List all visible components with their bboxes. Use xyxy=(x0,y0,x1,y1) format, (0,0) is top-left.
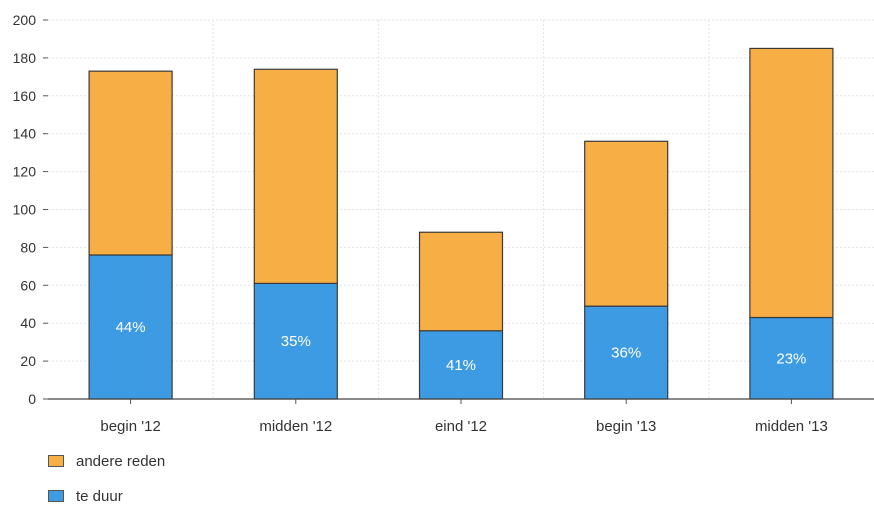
legend: andere reden te duur xyxy=(48,452,165,522)
legend-item-te-duur: te duur xyxy=(48,487,165,505)
bar-percent-label: 23% xyxy=(776,350,806,367)
bar-percent-label: 44% xyxy=(116,319,146,336)
y-tick-label: 160 xyxy=(13,88,37,104)
bar-te-duur-begin-13 xyxy=(584,305,669,400)
chart-svg: 44% 35% 41% 36% 23% 0 20 40 60 80 100 120 140 160 180… xyxy=(13,12,874,435)
bar-andere-reden-eind-12 xyxy=(418,231,504,332)
x-tick-label: midden '13 xyxy=(755,418,828,435)
bar-percent-label: 41% xyxy=(446,357,476,374)
x-tick-label: midden '12 xyxy=(259,418,332,435)
y-tick-label: 120 xyxy=(13,164,37,180)
x-tick-label: begin '12 xyxy=(100,418,160,435)
legend-swatch-te-duur xyxy=(48,490,64,502)
x-tick-label: begin '13 xyxy=(596,418,656,435)
legend-item-andere-reden: andere reden xyxy=(48,452,165,470)
y-tick-label: 0 xyxy=(28,391,36,407)
bar-percent-label: 36% xyxy=(611,345,641,362)
legend-label-te-duur: te duur xyxy=(76,487,123,505)
grid xyxy=(48,19,874,399)
axes: 0 20 40 60 80 100 120 140 160 180 200 begin '12 midd… xyxy=(13,12,874,435)
bar-te-duur-midden-12 xyxy=(253,282,338,400)
chart: 44% 35% 41% 36% 23% 0 20 40 60 80 100 120 140 160 180… xyxy=(13,12,874,435)
bar-andere-reden-midden-13 xyxy=(749,47,834,319)
legend-label-andere-reden: andere reden xyxy=(76,452,166,470)
y-tick-label: 20 xyxy=(20,353,36,369)
bar-percent-label: 35% xyxy=(281,333,311,350)
legend-swatch-andere-reden xyxy=(48,455,64,467)
y-tick-label: 80 xyxy=(20,239,36,255)
y-tick-label: 100 xyxy=(13,202,37,218)
bar-te-duur-eind-12 xyxy=(418,330,504,400)
bar-te-duur-begin-12 xyxy=(88,254,173,400)
y-tick-label: 40 xyxy=(20,315,36,331)
y-tick-label: 60 xyxy=(20,277,36,293)
bar-andere-reden-begin-13 xyxy=(584,140,669,307)
bar-andere-reden-midden-12 xyxy=(253,68,338,285)
bars: 44% 35% 41% 36% 23% xyxy=(88,47,834,400)
y-tick-label: 140 xyxy=(13,126,37,142)
x-tick-label: eind '12 xyxy=(435,418,487,435)
y-tick-label: 180 xyxy=(13,50,37,66)
y-tick-label: 200 xyxy=(13,12,37,28)
bar-te-duur-midden-13 xyxy=(749,316,834,400)
bar-andere-reden-begin-12 xyxy=(88,70,173,256)
